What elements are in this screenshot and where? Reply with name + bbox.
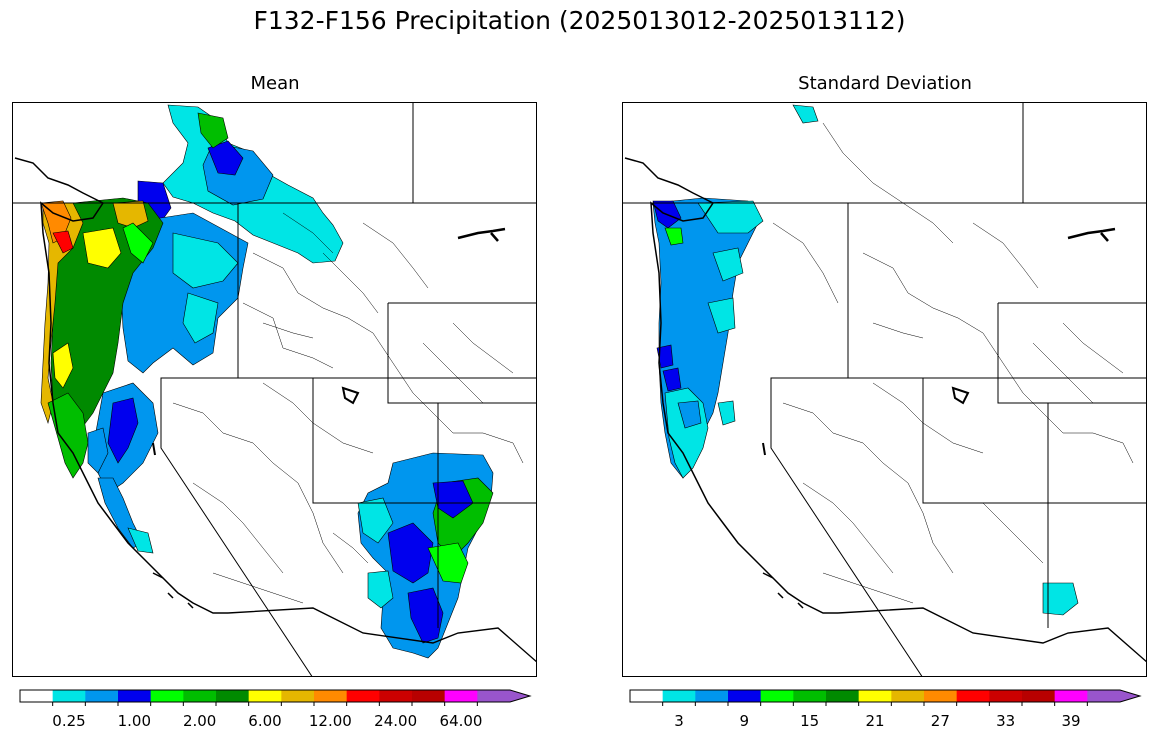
colorbar-tick-label: 21 [865, 712, 885, 730]
mean-precip-shading [40, 104, 494, 659]
colorbar-bin [183, 690, 217, 702]
colorbar-bin [477, 690, 530, 702]
colorbar-outline [19, 689, 532, 703]
colorbar-tick-label: 64.00 [439, 712, 483, 730]
colorbar-bin [248, 690, 282, 702]
colorbar-bin [20, 690, 54, 702]
colorbar-bin [281, 690, 315, 702]
colorbar-bin [314, 690, 348, 702]
colorbar-bin [630, 690, 664, 702]
colorbar-bin [695, 690, 729, 702]
colorbar-tick-label: 3 [674, 712, 684, 730]
figure-title: F132-F156 Precipitation (2025013012-2025… [253, 6, 906, 35]
colorbar-bin [216, 690, 250, 702]
colorbar-bin [956, 690, 990, 702]
colorbar-tick-label: 2.00 [182, 712, 217, 730]
std-shading [652, 104, 1079, 616]
colorbar-tick-label: 0.25 [52, 712, 86, 730]
colorbar-bin [118, 690, 152, 702]
colorbar-bin [728, 690, 762, 702]
colorbar-tick-label: 24.00 [374, 712, 418, 730]
colorbar-bin [989, 690, 1023, 702]
colorbar-bin [444, 690, 478, 702]
colorbar-bin [1022, 690, 1056, 702]
mean-map-panel [12, 102, 537, 677]
mean-map [13, 103, 536, 676]
colorbar-bin [891, 690, 925, 702]
mean-colorbar-svg [19, 689, 532, 706]
std-watershed-outlines [772, 122, 1134, 604]
colorbar-bin [662, 690, 696, 702]
std-colorbar-svg [629, 689, 1142, 706]
mean-borders [13, 103, 536, 676]
colorbar-bin [1087, 690, 1140, 702]
colorbar-bin [150, 690, 184, 702]
colorbar-bin [1054, 690, 1088, 702]
colorbar-bin [924, 690, 958, 702]
colorbar-bin [379, 690, 413, 702]
colorbar-tick-label: 27 [930, 712, 950, 730]
colorbar-bin [85, 690, 119, 702]
mean-watershed-outlines [172, 212, 524, 604]
std-panel-title: Standard Deviation [798, 73, 972, 94]
colorbar-bin [52, 690, 86, 702]
colorbar-bin [793, 690, 827, 702]
std-map [623, 103, 1146, 676]
colorbar-bin [412, 690, 446, 702]
std-map-panel [622, 102, 1147, 677]
colorbar-tick-label: 15 [800, 712, 820, 730]
colorbar-bin [826, 690, 860, 702]
std-borders [623, 103, 1146, 676]
colorbar-outline [629, 689, 1142, 703]
colorbar-tick-label: 12.00 [308, 712, 352, 730]
colorbar-tick-label: 33 [996, 712, 1016, 730]
colorbar-tick-label: 6.00 [248, 712, 282, 730]
colorbar-bin [346, 690, 380, 702]
mean-panel-title: Mean [250, 73, 300, 94]
colorbar-tick-label: 39 [1061, 712, 1081, 730]
colorbar-bin [760, 690, 794, 702]
colorbar-tick-label: 9 [739, 712, 750, 730]
std-colorbar [629, 689, 1142, 706]
colorbar-tick-label: 1.00 [117, 712, 152, 730]
mean-colorbar [19, 689, 532, 706]
colorbar-bin [858, 690, 892, 702]
